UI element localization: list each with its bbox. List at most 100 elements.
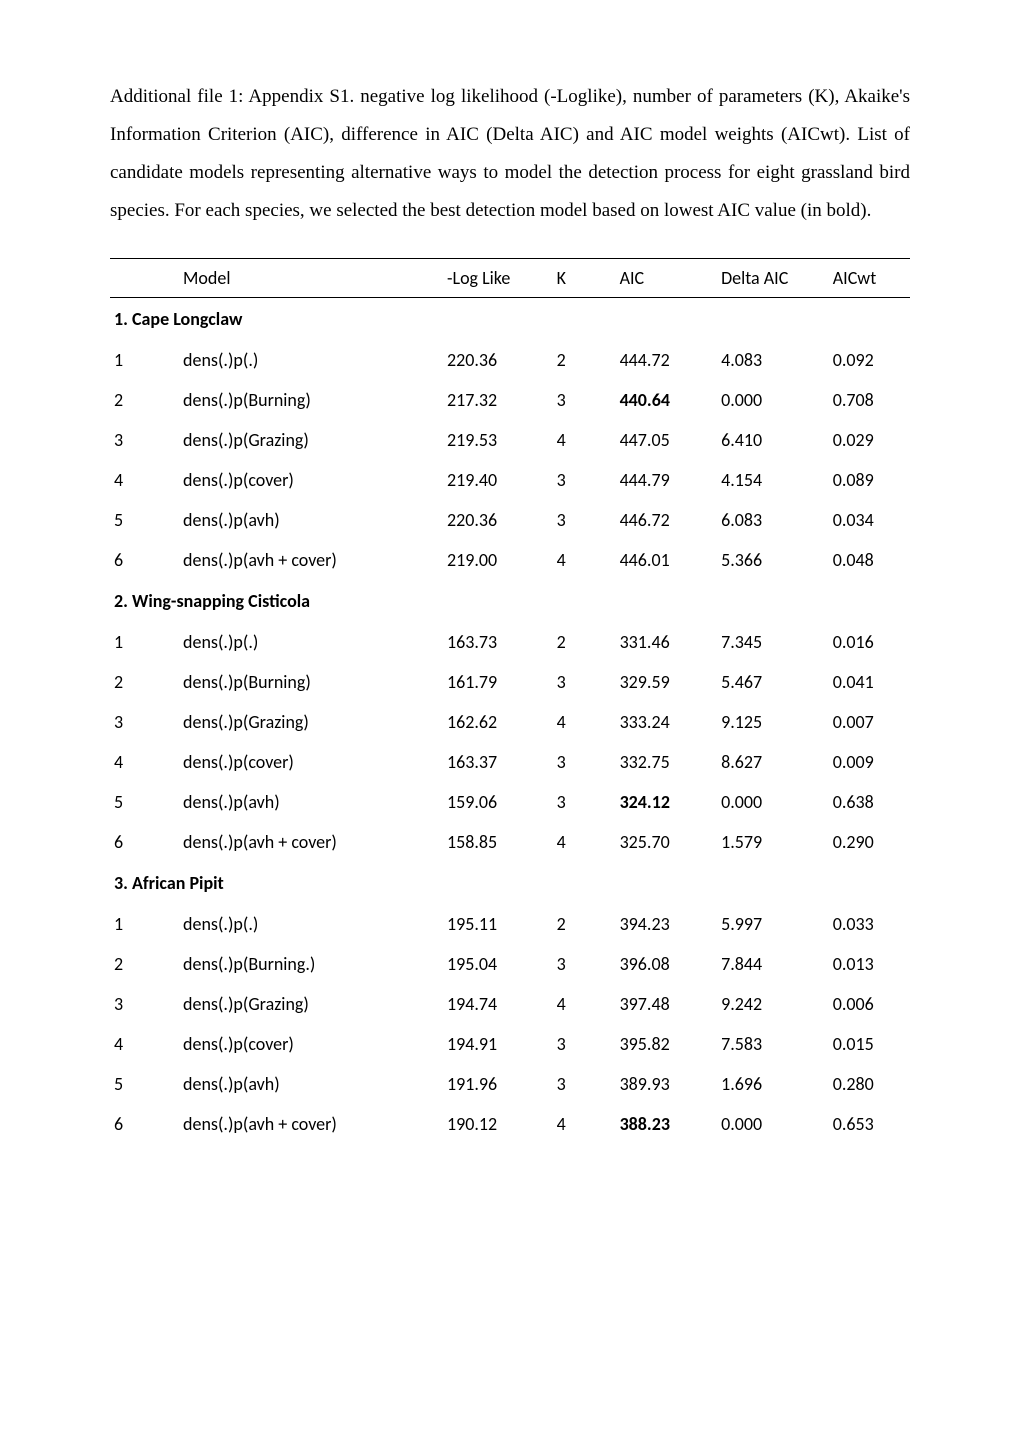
cell-model: dens(.)p(.) bbox=[179, 622, 443, 662]
cell-delta: 6.410 bbox=[717, 420, 829, 460]
cell-model: dens(.)p(avh + cover) bbox=[179, 822, 443, 862]
cell-delta: 7.583 bbox=[717, 1024, 829, 1064]
col-header-loglike: -Log Like bbox=[443, 259, 553, 298]
table-row: 5dens(.)p(avh)220.363446.726.0830.034 bbox=[110, 500, 910, 540]
cell-loglike: 219.40 bbox=[443, 460, 553, 500]
cell-delta: 7.345 bbox=[717, 622, 829, 662]
cell-aicwt: 0.015 bbox=[829, 1024, 910, 1064]
table-row: 4dens(.)p(cover)219.403444.794.1540.089 bbox=[110, 460, 910, 500]
cell-k: 3 bbox=[553, 1024, 616, 1064]
cell-aicwt: 0.041 bbox=[829, 662, 910, 702]
table-row: 6dens(.)p(avh + cover)219.004446.015.366… bbox=[110, 540, 910, 580]
cell-aic: 447.05 bbox=[616, 420, 718, 460]
cell-loglike: 195.04 bbox=[443, 944, 553, 984]
cell-delta: 0.000 bbox=[717, 380, 829, 420]
cell-aicwt: 0.029 bbox=[829, 420, 910, 460]
cell-aicwt: 0.006 bbox=[829, 984, 910, 1024]
table-row: 6dens(.)p(avh + cover)190.124388.230.000… bbox=[110, 1104, 910, 1144]
cell-delta: 6.083 bbox=[717, 500, 829, 540]
section-title: 1. Cape Longclaw bbox=[110, 298, 910, 341]
cell-model: dens(.)p(avh) bbox=[179, 500, 443, 540]
cell-aicwt: 0.013 bbox=[829, 944, 910, 984]
cell-aic: 329.59 bbox=[616, 662, 718, 702]
cell-delta: 1.579 bbox=[717, 822, 829, 862]
section-header-row: 1. Cape Longclaw bbox=[110, 298, 910, 341]
cell-delta: 7.844 bbox=[717, 944, 829, 984]
cell-k: 3 bbox=[553, 782, 616, 822]
cell-model: dens(.)p(Grazing) bbox=[179, 420, 443, 460]
table-row: 6dens(.)p(avh + cover)158.854325.701.579… bbox=[110, 822, 910, 862]
cell-k: 2 bbox=[553, 622, 616, 662]
cell-aic: 394.23 bbox=[616, 904, 718, 944]
cell-k: 2 bbox=[553, 340, 616, 380]
cell-model: dens(.)p(avh + cover) bbox=[179, 1104, 443, 1144]
cell-loglike: 219.53 bbox=[443, 420, 553, 460]
cell-k: 4 bbox=[553, 540, 616, 580]
cell-loglike: 220.36 bbox=[443, 340, 553, 380]
cell-delta: 8.627 bbox=[717, 742, 829, 782]
cell-k: 4 bbox=[553, 702, 616, 742]
col-header-delta: Delta AIC bbox=[717, 259, 829, 298]
cell-model: dens(.)p(avh + cover) bbox=[179, 540, 443, 580]
cell-delta: 4.083 bbox=[717, 340, 829, 380]
cell-aic: 444.79 bbox=[616, 460, 718, 500]
cell-model: dens(.)p(avh) bbox=[179, 1064, 443, 1104]
caption-paragraph: Additional file 1: Appendix S1. negative… bbox=[110, 78, 910, 230]
table-row: 2dens(.)p(Burning.)195.043396.087.8440.0… bbox=[110, 944, 910, 984]
cell-aic: 396.08 bbox=[616, 944, 718, 984]
cell-loglike: 163.73 bbox=[443, 622, 553, 662]
section-title: 2. Wing-snapping Cisticola bbox=[110, 580, 910, 622]
table-row: 3dens(.)p(Grazing)194.744397.489.2420.00… bbox=[110, 984, 910, 1024]
cell-aicwt: 0.033 bbox=[829, 904, 910, 944]
cell-loglike: 190.12 bbox=[443, 1104, 553, 1144]
cell-k: 3 bbox=[553, 662, 616, 702]
cell-loglike: 195.11 bbox=[443, 904, 553, 944]
cell-aic: 324.12 bbox=[616, 782, 718, 822]
cell-delta: 0.000 bbox=[717, 1104, 829, 1144]
cell-loglike: 161.79 bbox=[443, 662, 553, 702]
table-row: 1dens(.)p(.)163.732331.467.3450.016 bbox=[110, 622, 910, 662]
cell-index: 6 bbox=[110, 1104, 179, 1144]
cell-aic: 325.70 bbox=[616, 822, 718, 862]
cell-model: dens(.)p(.) bbox=[179, 904, 443, 944]
table-row: 3dens(.)p(Grazing)162.624333.249.1250.00… bbox=[110, 702, 910, 742]
cell-aicwt: 0.048 bbox=[829, 540, 910, 580]
cell-index: 4 bbox=[110, 1024, 179, 1064]
cell-k: 3 bbox=[553, 380, 616, 420]
model-selection-table: Model -Log Like K AIC Delta AIC AICwt 1.… bbox=[110, 258, 910, 1144]
cell-k: 4 bbox=[553, 420, 616, 460]
cell-index: 5 bbox=[110, 500, 179, 540]
table-row: 5dens(.)p(avh)159.063324.120.0000.638 bbox=[110, 782, 910, 822]
cell-index: 2 bbox=[110, 662, 179, 702]
cell-aicwt: 0.290 bbox=[829, 822, 910, 862]
cell-aic: 331.46 bbox=[616, 622, 718, 662]
cell-aic: 446.01 bbox=[616, 540, 718, 580]
cell-loglike: 194.74 bbox=[443, 984, 553, 1024]
cell-aicwt: 0.009 bbox=[829, 742, 910, 782]
cell-k: 3 bbox=[553, 944, 616, 984]
cell-loglike: 194.91 bbox=[443, 1024, 553, 1064]
cell-model: dens(.)p(Grazing) bbox=[179, 984, 443, 1024]
table-row: 1dens(.)p(.)195.112394.235.9970.033 bbox=[110, 904, 910, 944]
cell-index: 5 bbox=[110, 782, 179, 822]
cell-loglike: 220.36 bbox=[443, 500, 553, 540]
cell-aic: 389.93 bbox=[616, 1064, 718, 1104]
cell-aic: 388.23 bbox=[616, 1104, 718, 1144]
cell-model: dens(.)p(Grazing) bbox=[179, 702, 443, 742]
cell-loglike: 191.96 bbox=[443, 1064, 553, 1104]
cell-delta: 5.467 bbox=[717, 662, 829, 702]
table-row: 2dens(.)p(Burning)217.323440.640.0000.70… bbox=[110, 380, 910, 420]
col-header-aicwt: AICwt bbox=[829, 259, 910, 298]
cell-aic: 444.72 bbox=[616, 340, 718, 380]
cell-aicwt: 0.280 bbox=[829, 1064, 910, 1104]
cell-index: 4 bbox=[110, 460, 179, 500]
cell-aicwt: 0.653 bbox=[829, 1104, 910, 1144]
section-title: 3. African Pipit bbox=[110, 862, 910, 904]
cell-index: 4 bbox=[110, 742, 179, 782]
cell-loglike: 217.32 bbox=[443, 380, 553, 420]
cell-index: 6 bbox=[110, 540, 179, 580]
cell-delta: 5.997 bbox=[717, 904, 829, 944]
cell-aic: 333.24 bbox=[616, 702, 718, 742]
cell-aicwt: 0.092 bbox=[829, 340, 910, 380]
cell-aic: 332.75 bbox=[616, 742, 718, 782]
